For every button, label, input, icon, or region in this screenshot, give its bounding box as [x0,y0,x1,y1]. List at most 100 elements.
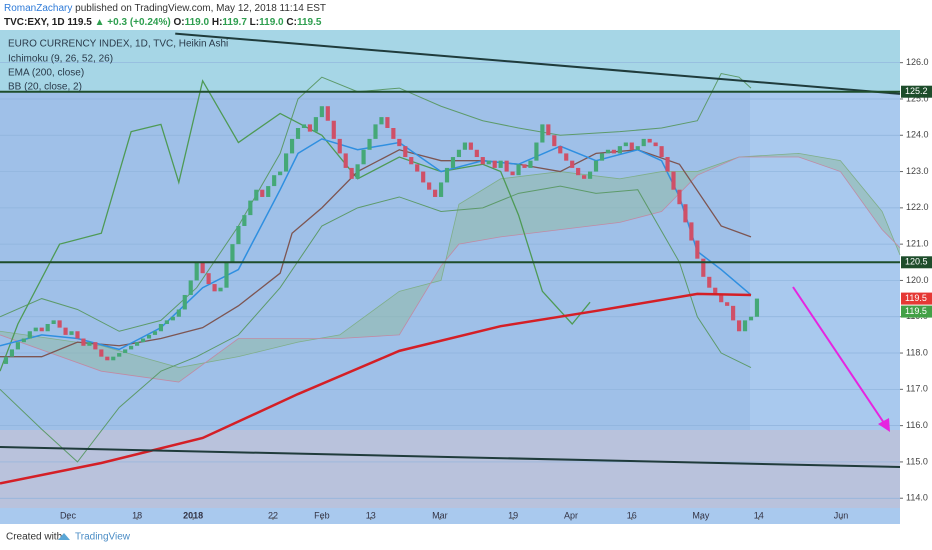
candle [301,124,307,128]
candle [182,294,187,310]
y-tick-label: 120.0 [906,275,929,285]
symbol: TVC:EXY, 1D [4,17,65,28]
candle [63,327,68,335]
candle [170,316,175,321]
ohlc-value: 119.0 [259,17,284,28]
candle [653,142,658,147]
candle [456,149,462,158]
candle [140,338,146,343]
candle [731,305,736,321]
ema-line [0,292,752,485]
candle [564,153,569,161]
candle [587,171,593,179]
candle [421,171,426,183]
candle [206,273,211,285]
x-tick-label: 19 [508,510,518,520]
candle [343,153,348,168]
candle [87,342,92,346]
zone-main [0,92,750,430]
candle [397,138,402,147]
candle [736,320,742,332]
trendline [0,446,901,469]
candle [152,331,158,335]
y-tick-label: 118.0 [906,347,928,357]
ohlc-value: 119.0 [185,17,210,28]
header-line: RomanZachary published on TradingView.co… [4,3,326,14]
candle [611,149,616,154]
candle [582,175,587,179]
candle [188,280,193,295]
candle [444,167,450,183]
candle [468,142,473,150]
candle [498,160,503,168]
y-tick-label: 124.0 [906,130,929,140]
candle [33,327,38,332]
candle [123,349,128,354]
candle [510,171,515,176]
candle [540,124,545,143]
candle [15,342,20,350]
price-axis [900,30,932,520]
level-tag [901,256,932,269]
candle [236,226,241,245]
candle [570,160,575,168]
x-tick-label: Dec [60,510,77,520]
candle [528,160,533,168]
y-tick-label: 125.0 [906,93,929,103]
x-tick-label: Mar [432,510,448,520]
y-tick-label: 117.0 [906,384,928,394]
symbol-line: TVC:EXY, 1D 119.5 ▲ +0.3 (+0.24%) O:119.… [4,17,322,28]
candle [617,146,622,154]
candle [504,160,509,172]
time-axis [0,508,900,524]
plot-layer: 114.0115.0116.0117.0118.0119.0120.0121.0… [0,32,932,520]
candle [39,327,44,332]
candle [748,316,754,321]
candle [373,124,378,139]
candle [117,353,122,357]
candle [409,157,414,165]
candle [695,240,700,259]
change: ▲ +0.3 (+0.24%) [95,17,171,28]
candle [337,138,342,154]
footer-text: Created with [6,532,62,543]
candle [69,331,74,335]
y-tick-label: 115.0 [906,456,928,466]
x-tick-label: May [692,510,710,520]
candle [641,138,646,147]
candle [647,138,652,143]
price-label: 119.5 [905,306,927,316]
candle [683,204,688,223]
candle [331,120,336,139]
candle [260,189,265,197]
y-tick-label: 123.0 [906,166,929,176]
candle [355,164,360,179]
candle [135,342,140,346]
cloud [0,153,900,383]
y-tick-label: 126.0 [906,57,929,67]
y-tick-label: 116.0 [906,420,928,430]
x-tick-label: Jun [834,510,849,520]
candle [272,175,277,187]
candle [379,117,384,125]
x-tick-label: Feb [314,510,330,520]
candle [164,320,169,324]
candle [313,117,318,132]
x-tick-label: Apr [564,510,578,520]
candle [266,186,271,197]
candle [534,142,539,161]
candle [415,164,420,172]
candle [391,128,396,139]
candle [516,164,521,176]
candle [200,262,205,274]
candle [319,106,324,118]
candle [474,149,479,158]
ohlc-key: H: [212,17,223,28]
candle [492,160,497,168]
ohlc-value: 119.7 [222,17,247,28]
candle [427,182,432,190]
ohlc-key: O: [173,17,184,28]
legend-title: EURO CURRENCY INDEX, 1D, TVC, Heikin Ash… [8,39,228,50]
candle [742,320,748,332]
